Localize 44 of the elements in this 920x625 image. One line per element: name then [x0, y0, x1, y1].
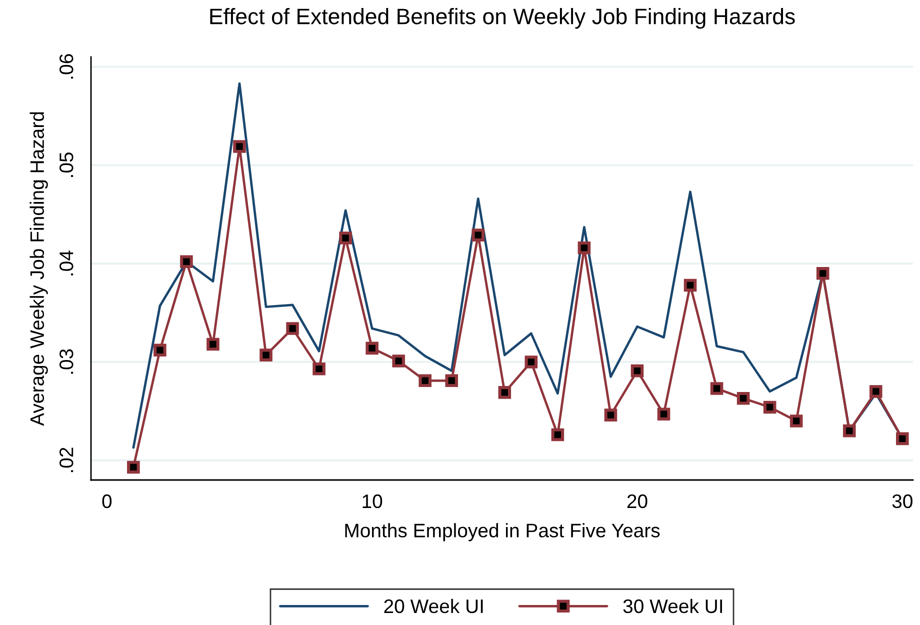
- point: [630, 364, 644, 378]
- point: [418, 374, 432, 388]
- point: [260, 348, 272, 362]
- chart-title: Effect of Extended Benefits on Weekly Job Finding Hazards: [210, 8, 795, 29]
- x-tick-label: 0: [102, 494, 112, 508]
- point: [498, 386, 512, 399]
- y-axis-title: Average Weekly Job Finding Hazard: [30, 112, 48, 426]
- point: [842, 424, 856, 438]
- x-tick-label: 20: [627, 494, 648, 508]
- point: [472, 228, 485, 242]
- y-tick-label: .02: [60, 448, 74, 472]
- point: [869, 385, 882, 398]
- point: [312, 362, 326, 376]
- point: [206, 338, 220, 351]
- y-tick-label: .03: [60, 349, 74, 374]
- point: [392, 354, 405, 368]
- point: [816, 267, 830, 280]
- point: [896, 432, 909, 446]
- x-tick-label: 30: [892, 494, 912, 508]
- y-tick-label: .06: [60, 54, 74, 79]
- point: [286, 322, 299, 335]
- y-tick-label: .05: [60, 152, 74, 177]
- point: [763, 400, 776, 414]
- point: [180, 255, 193, 268]
- point: [524, 356, 538, 368]
- point: [578, 241, 591, 254]
- point: [657, 408, 670, 420]
- x-tick-label: 10: [362, 494, 382, 508]
- point: [790, 414, 803, 428]
- legend-label: 20 Week UI: [384, 598, 483, 614]
- point: [339, 232, 352, 244]
- legend-label: 30 Week UI: [623, 598, 722, 614]
- point: [154, 344, 166, 357]
- point: [684, 278, 697, 292]
- point: [233, 140, 246, 153]
- point: [445, 374, 458, 388]
- y-tick-label: .04: [60, 250, 74, 276]
- point: [710, 382, 724, 395]
- point: [551, 428, 564, 442]
- point: [127, 460, 140, 474]
- point: [366, 342, 378, 355]
- x-axis-title: Months Employed in Past Five Years: [345, 523, 660, 542]
- point: [604, 408, 618, 422]
- point: [736, 392, 750, 405]
